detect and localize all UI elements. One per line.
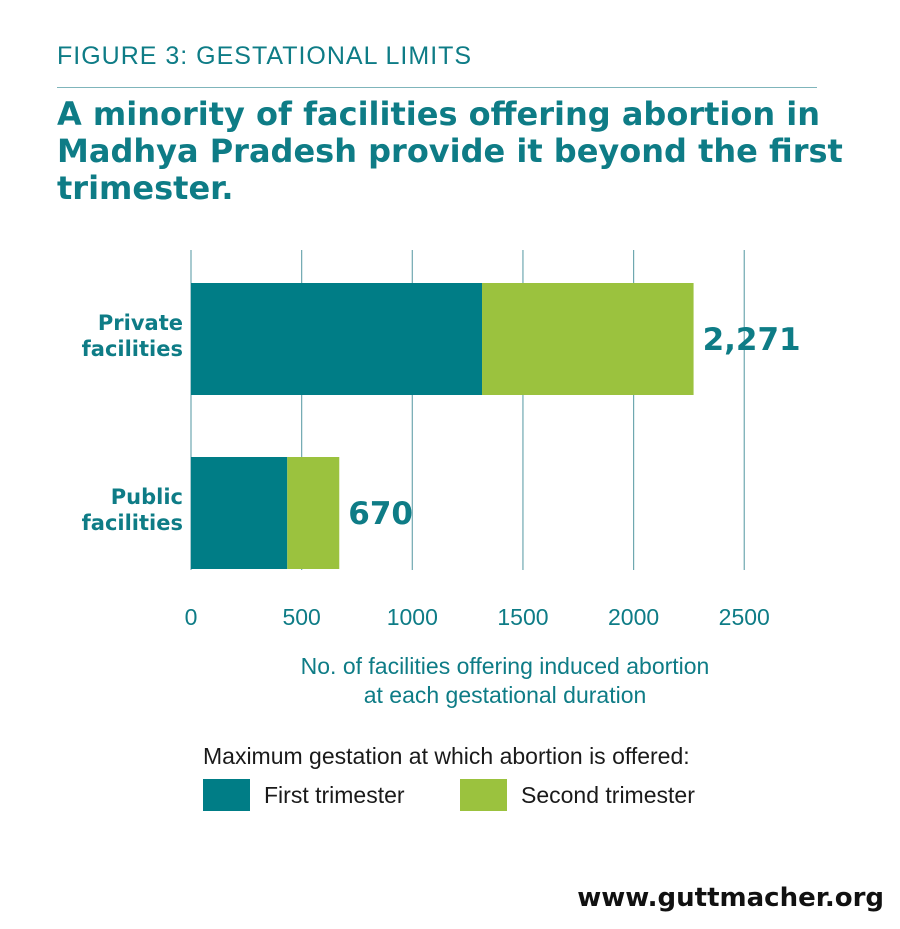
- labels: 0 500 1000 1500 2000 25002,271Privatefaciliti…: [82, 311, 801, 630]
- legend-label-second-trimester: Second trimester: [521, 781, 695, 808]
- category-label-1-0: Public: [111, 485, 183, 509]
- legend-swatch-first-trimester: [203, 779, 250, 811]
- category-label-1-1: facilities: [82, 511, 183, 535]
- legend-title: Maximum gestation at which abortion is o…: [203, 743, 690, 769]
- bar-0-0: [191, 283, 483, 395]
- bar-1-1: [287, 457, 340, 569]
- total-label-0: 2,271: [703, 322, 801, 358]
- legend-item-first-trimester: First trimester: [203, 779, 405, 811]
- legend-item-second-trimester: Second trimester: [460, 779, 695, 811]
- bar-1-0: [191, 457, 288, 569]
- bar-0-1: [482, 283, 694, 395]
- category-label-0-1: facilities: [82, 337, 183, 361]
- x-tick-label-1: 500: [282, 604, 320, 630]
- x-tick-label-4: 2000: [608, 604, 659, 630]
- x-tick-label-2: 1000: [387, 604, 438, 630]
- header-divider: [57, 87, 817, 88]
- category-label-0-0: Private: [98, 311, 183, 335]
- x-tick-label-3: 1500: [497, 604, 548, 630]
- source-url: www.guttmacher.org: [577, 883, 884, 913]
- legend-label-first-trimester: First trimester: [264, 781, 405, 808]
- legend-swatch-second-trimester: [460, 779, 507, 811]
- x-axis-title: No. of facilities offering induced abort…: [300, 653, 710, 708]
- x-tick-label-0: 0: [185, 604, 198, 630]
- bars: [191, 283, 694, 569]
- x-tick-label-5: 2500: [719, 604, 770, 630]
- total-label-1: 670: [348, 496, 413, 532]
- chart-headline: A minority of facilities offering aborti…: [57, 95, 843, 207]
- figure-label: FIGURE 3: GESTATIONAL LIMITS: [57, 42, 473, 70]
